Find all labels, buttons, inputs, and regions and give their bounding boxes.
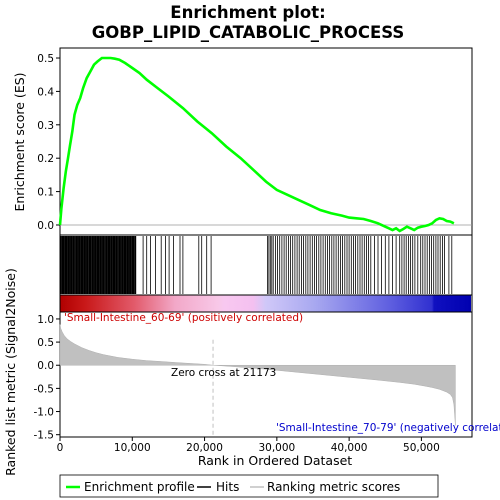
metric-y-tick-label: 0.0 (37, 360, 54, 372)
legend-hits-label: Hits (216, 480, 239, 494)
hit-lines (59, 236, 453, 294)
chart-title-line1: Enrichment plot: (170, 3, 325, 22)
metric-y-axis-label: Ranked list metric (Signal2Noise) (3, 268, 18, 476)
es-panel: 0.0 0.1 0.2 0.3 0.4 0.5 Enrichment score (ES) (12, 47, 473, 236)
x-tick-label: 30,000 (258, 442, 295, 454)
x-tick-label: 10,000 (114, 442, 151, 454)
metric-y-tick-label: 1.0 (37, 314, 54, 326)
legend: Enrichment profile Hits Ranking metric s… (59, 474, 439, 498)
rank-color-bar (60, 295, 471, 312)
chart-title-line2: GOBP_LIPID_CATABOLIC_PROCESS (92, 23, 405, 42)
metric-panel: 1.0 0.5 0.0 -0.5 -1.0 -1.5 'Small-Intestine_6… (3, 268, 500, 476)
negative-correlation-label: 'Small-Intestine_70-79' (negatively corr… (276, 422, 500, 434)
es-y-axis-label: Enrichment score (ES) (12, 72, 27, 211)
legend-metric-label: Ranking metric scores (267, 480, 400, 494)
x-axis-ticks: 0 10,000 20,000 30,000 40,000 50,000 (57, 437, 440, 454)
es-y-tick-label: 0.0 (37, 220, 54, 232)
es-y-ticks: 0.0 0.1 0.2 0.3 0.4 0.5 (37, 53, 60, 232)
metric-y-tick-label: -1.5 (34, 430, 55, 442)
positive-correlation-label: 'Small-Intestine_60-69' (positively corr… (64, 312, 303, 324)
x-tick-label: 0 (57, 442, 64, 454)
es-y-tick-label: 0.1 (37, 187, 54, 199)
enrichment-profile-line (58, 56, 455, 233)
zero-cross-annotation: Zero cross at 21173 (171, 367, 276, 379)
legend-enrichment-label: Enrichment profile (84, 480, 195, 494)
x-tick-label: 20,000 (186, 442, 223, 454)
legend-frame (59, 474, 439, 498)
es-y-tick-label: 0.2 (37, 153, 54, 165)
x-tick-label: 40,000 (331, 442, 368, 454)
metric-y-tick-label: -1.0 (34, 407, 55, 419)
es-panel-frame (59, 47, 473, 236)
hits-panel (59, 234, 473, 296)
es-y-tick-label: 0.5 (37, 53, 54, 65)
x-axis-label: Rank in Ordered Dataset (198, 453, 352, 468)
ranking-metric-area (59, 324, 456, 426)
x-tick-label: 50,000 (403, 442, 440, 454)
metric-y-ticks: 1.0 0.5 0.0 -0.5 -1.0 -1.5 (34, 314, 60, 442)
metric-y-tick-label: -0.5 (34, 383, 55, 395)
metric-y-tick-label: 0.5 (37, 337, 54, 349)
es-y-tick-label: 0.3 (37, 120, 54, 132)
es-y-tick-label: 0.4 (37, 86, 54, 98)
